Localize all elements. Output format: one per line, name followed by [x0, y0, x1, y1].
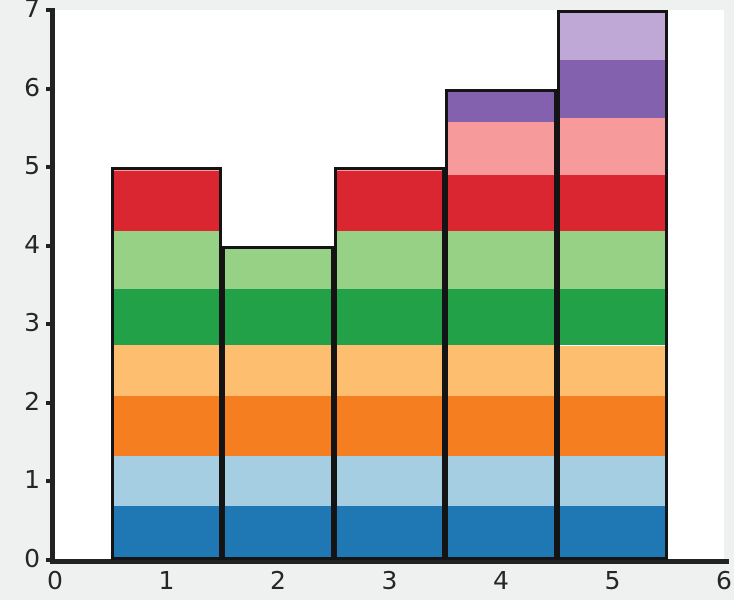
bar-segment: [225, 288, 331, 346]
bar-segment: [336, 395, 443, 457]
bar-segment: [336, 230, 443, 289]
y-tick-mark: [46, 8, 55, 12]
x-tick-label: 3: [381, 566, 398, 595]
bar-column[interactable]: [222, 245, 334, 560]
y-tick-mark: [46, 165, 55, 170]
y-tick-label: 4: [24, 229, 40, 259]
bar-segment: [336, 170, 443, 172]
x-tick-label: 1: [158, 566, 175, 595]
bar-segment: [448, 230, 554, 289]
bar-segment: [559, 505, 666, 557]
bar-segment: [336, 288, 443, 346]
bar-segment: [113, 395, 220, 457]
bar-segment: [559, 345, 666, 396]
bar-column[interactable]: [445, 88, 557, 560]
x-tick-label: 4: [493, 566, 509, 595]
y-tick-label: 0: [24, 544, 40, 573]
bar-segment: [225, 395, 331, 457]
bar-segment: [448, 288, 554, 346]
bar-segment: [559, 395, 666, 457]
bar-segment: [559, 456, 666, 506]
y-tick-mark: [46, 86, 55, 91]
bar-segment: [559, 230, 666, 289]
bar-segment: [113, 288, 220, 346]
y-tick-mark: [46, 479, 55, 484]
bar-segment: [225, 248, 331, 289]
y-tick-label: 7: [24, 0, 40, 23]
bar-segment: [113, 170, 220, 172]
bar-segment: [448, 121, 554, 175]
x-tick-label: 0: [47, 566, 63, 595]
x-tick-label: 5: [604, 566, 621, 595]
bar-segment: [448, 456, 554, 506]
bar-segment: [225, 456, 331, 506]
bar-segment: [559, 13, 666, 61]
y-tick-mark: [46, 243, 55, 248]
y-tick-label: 6: [24, 72, 40, 102]
bar-segment: [448, 91, 554, 122]
bar-segment: [448, 395, 554, 457]
y-tick-mark: [46, 558, 55, 562]
bar-segment: [336, 505, 443, 557]
bar-segment: [336, 456, 443, 506]
bar-segment: [559, 175, 666, 231]
y-tick-label: 3: [24, 308, 40, 338]
bar-segment: [448, 345, 554, 396]
bar-segment: [336, 345, 443, 396]
y-tick-mark: [46, 400, 55, 405]
x-tick-label: 2: [270, 566, 286, 595]
bar-segment: [448, 174, 554, 231]
bar-column[interactable]: [110, 167, 223, 560]
bar-segment: [113, 505, 220, 557]
y-tick-label: 1: [24, 465, 40, 495]
y-tick-label: 5: [24, 151, 40, 181]
bar-segment: [113, 230, 220, 289]
bar-segment: [225, 345, 331, 396]
y-axis-spine: [50, 8, 55, 564]
bar-segment: [448, 505, 554, 557]
bar-column[interactable]: [556, 10, 669, 560]
bar-column[interactable]: [333, 167, 446, 560]
y-tick-label: 2: [24, 386, 40, 416]
y-tick-mark: [46, 322, 55, 327]
x-axis-spine: [50, 559, 729, 564]
bar-segment: [559, 288, 666, 346]
bar-segment: [336, 171, 443, 231]
bar-segment: [559, 118, 666, 175]
bar-segment: [225, 505, 331, 557]
bar-segment: [559, 60, 666, 119]
bar-segment: [113, 345, 220, 396]
bar-segment: [113, 171, 220, 231]
bar-segment: [113, 456, 220, 506]
x-tick-label: 6: [716, 566, 732, 595]
